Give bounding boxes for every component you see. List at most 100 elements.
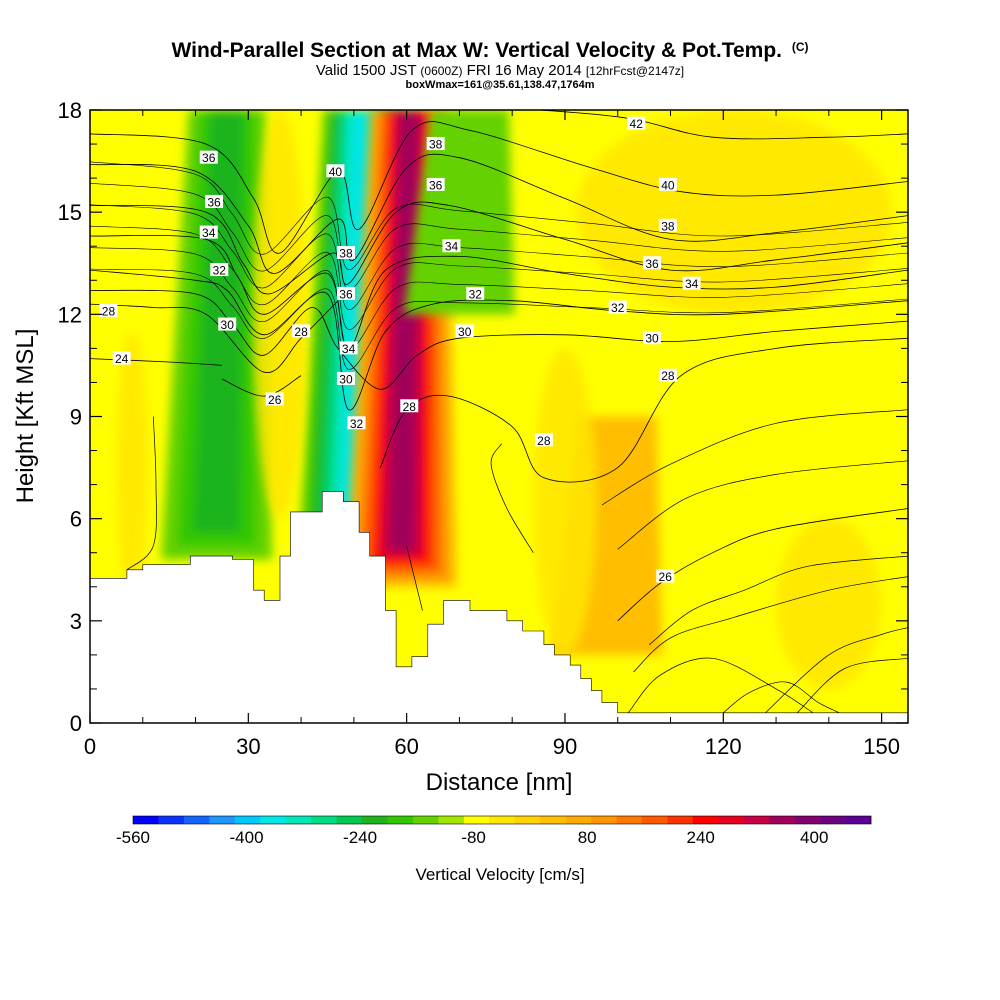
colorbar-label: -400	[230, 828, 264, 847]
chart-title-suffix: (C)	[792, 40, 809, 54]
isentrope-minor	[90, 268, 908, 370]
chart-title-main: Wind-Parallel Section at Max W: Vertical…	[171, 39, 782, 62]
colorbar: -560 -400 -240 -80 80 240 400	[116, 815, 872, 847]
contour-label-bg	[627, 116, 646, 130]
contour-labels: 36 36 34 32 30 28 24 28 26 40 38 36 34 30 32 28 38 36 34 32…	[99, 116, 701, 584]
isentrope-lower	[628, 657, 814, 714]
contour-label-bg	[455, 324, 474, 338]
contour-label-bg	[656, 569, 675, 583]
colorbar-label: 400	[800, 828, 828, 847]
colorbar-swatch	[362, 816, 388, 824]
colorbar-label: 80	[578, 828, 597, 847]
x-tick-label: 120	[705, 734, 742, 759]
isentrope-32	[90, 269, 908, 411]
x-tick-label: 60	[394, 734, 418, 759]
contour-label-bg	[218, 317, 237, 331]
contour-label-text: 34	[202, 226, 216, 240]
colorbar-label: 240	[687, 828, 715, 847]
colorbar-swatch	[133, 816, 159, 824]
contour-label-bg	[336, 286, 355, 300]
weak-updraft-zone	[533, 348, 597, 655]
contour-label: 28	[99, 303, 118, 318]
contour-label-bg	[400, 399, 419, 413]
contour-label-text: 38	[429, 138, 443, 152]
weak-updraft-zone	[116, 331, 149, 604]
contour-label-text: 26	[268, 393, 282, 407]
contour-label: 36	[336, 286, 355, 301]
contour-label-text: 38	[339, 247, 353, 261]
contour-label-text: 34	[685, 277, 699, 291]
colorbar-swatch	[514, 816, 541, 824]
contour-label: 28	[658, 368, 677, 383]
colorbar-swatch	[565, 816, 592, 824]
chart-subtitle-boxwmax: boxWmax=161@35.61,138.47,1764m	[406, 79, 595, 91]
colorbar-label: -80	[461, 828, 486, 847]
contour-label-text: 30	[339, 373, 353, 387]
contour-label-bg	[99, 303, 118, 317]
colorbar-swatch	[183, 816, 210, 824]
contour-label-bg	[682, 276, 701, 290]
contour-label: 30	[218, 317, 237, 332]
isentrope-lower	[765, 627, 908, 714]
contour-label-text: 24	[115, 352, 129, 366]
isentrope-minor	[90, 247, 908, 350]
colorbar-label: -240	[343, 828, 377, 847]
colorbar-swatch	[489, 816, 516, 824]
contour-label-bg	[336, 372, 355, 386]
colorbar-swatch	[743, 816, 770, 824]
y-tick-label: 6	[70, 507, 82, 532]
contour-label: 32	[466, 286, 485, 301]
contour-label-bg	[658, 368, 677, 382]
contour-label: 26	[656, 569, 675, 584]
colorbar-swatch	[336, 816, 363, 824]
isentrope-28	[379, 337, 908, 483]
contour-label-text: 32	[469, 287, 483, 301]
contour-label: 32	[210, 263, 229, 278]
isentrope-lower	[126, 416, 157, 571]
velocity-band	[388, 110, 419, 550]
plot-area: 36 36 34 32 30 28 24 28 26 40 38 36 34 30 32 28 38 36 34 32…	[90, 110, 908, 723]
y-tick-label: 15	[58, 200, 82, 225]
contour-label-text: 28	[661, 369, 675, 383]
colorbar-swatch	[820, 816, 846, 824]
contour-label: 30	[455, 324, 474, 339]
colorbar-swatch	[718, 816, 745, 824]
contour-label-bg	[426, 137, 445, 151]
colorbar-swatch	[285, 816, 312, 824]
contour-label: 34	[339, 341, 358, 356]
colorbar-swatch	[412, 816, 439, 824]
weak-updraft-zone	[776, 518, 882, 689]
contour-label-text: 36	[207, 195, 221, 209]
y-tick-label: 18	[58, 98, 82, 123]
x-tick-label: 0	[84, 734, 96, 759]
colorbar-swatch	[311, 816, 337, 824]
y-tick-label: 9	[70, 405, 82, 430]
valid-date: FRI 16 May 2014	[467, 62, 582, 79]
contour-label: 38	[426, 137, 445, 152]
valid-zulu: (0600Z)	[420, 64, 462, 78]
contour-label-bg	[265, 392, 284, 406]
contour-label: 28	[400, 399, 419, 414]
contour-label-text: 34	[342, 342, 356, 356]
isentrope-lower	[633, 576, 908, 673]
contour-label-bg	[336, 246, 355, 260]
isentrope-lower	[617, 460, 908, 550]
valid-forecast: [12hrFcst@2147z]	[586, 64, 684, 78]
contour-label-text: 30	[221, 318, 235, 332]
contour-label-bg	[608, 300, 627, 314]
contour-label-bg	[210, 263, 229, 277]
contour-label-text: 32	[611, 301, 625, 315]
contour-label-bg	[658, 177, 677, 191]
contour-label: 30	[336, 372, 355, 387]
contour-label-text: 36	[645, 257, 659, 271]
contour-label-bg	[442, 239, 461, 253]
contour-label-text: 40	[329, 165, 343, 179]
colorbar-swatch	[387, 816, 414, 824]
contour-label: 38	[336, 246, 355, 261]
contour-label-text: 28	[403, 400, 417, 414]
isentrope-36	[90, 201, 908, 295]
isentrope-minor	[90, 204, 908, 310]
contour-label-text: 28	[537, 434, 551, 448]
contour-label-text: 26	[659, 570, 673, 584]
